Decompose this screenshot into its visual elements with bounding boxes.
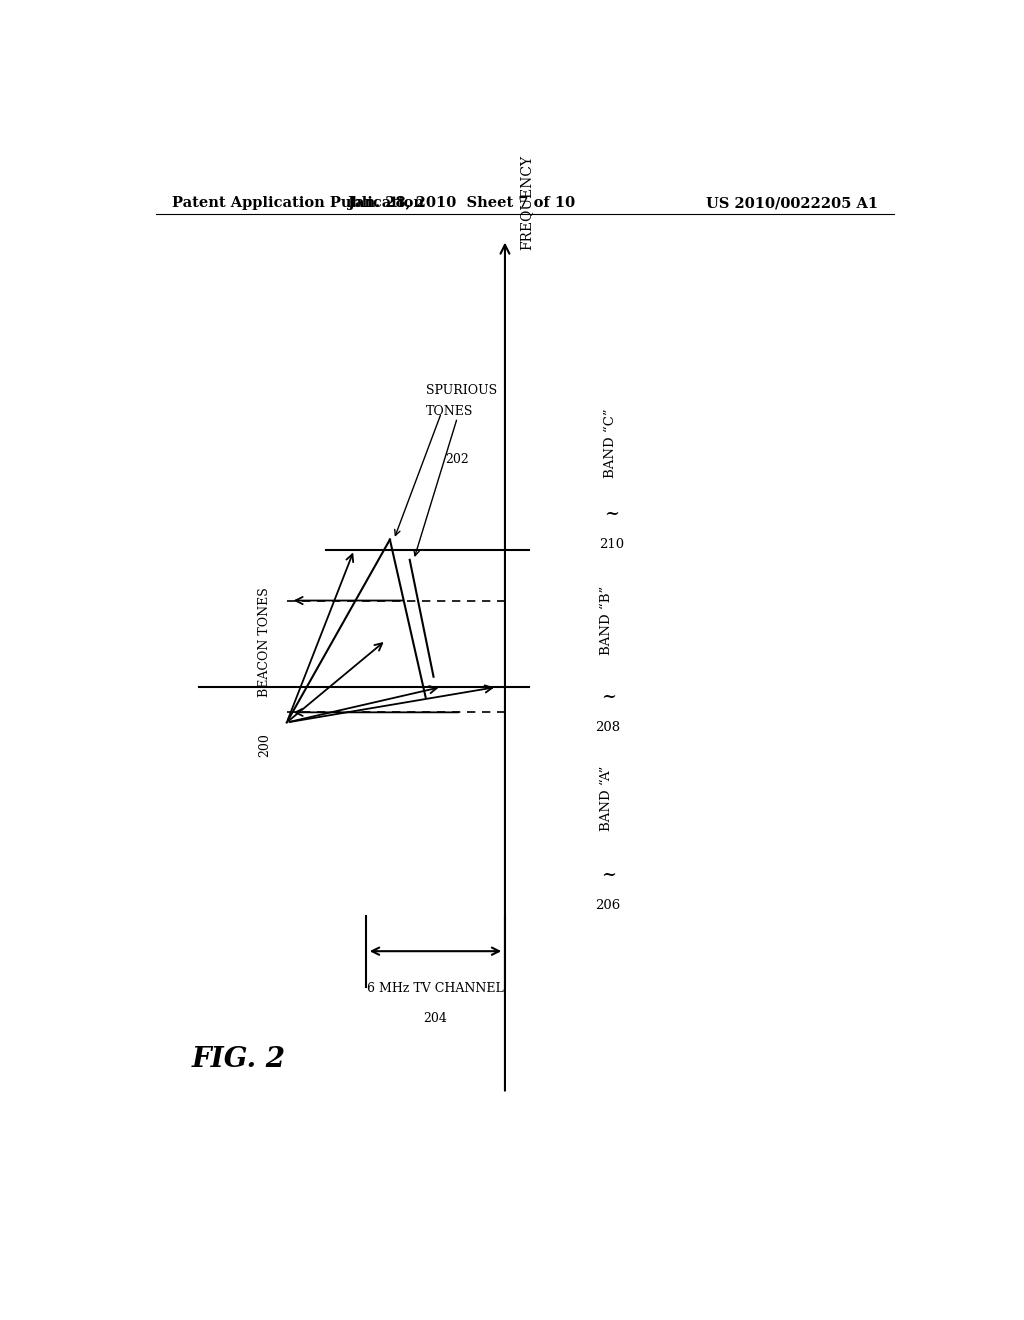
Text: ~: ~ (601, 688, 615, 706)
Text: 208: 208 (596, 721, 621, 734)
Text: 200: 200 (258, 733, 270, 756)
Text: Patent Application Publication: Patent Application Publication (172, 195, 424, 210)
Text: Jan. 28, 2010  Sheet 7 of 10: Jan. 28, 2010 Sheet 7 of 10 (348, 195, 574, 210)
Text: FREQUENCY: FREQUENCY (519, 154, 534, 249)
Text: TONES: TONES (426, 405, 473, 417)
Text: BAND “A”: BAND “A” (600, 766, 613, 832)
Text: FIG. 2: FIG. 2 (191, 1047, 286, 1073)
Text: 6 MHz TV CHANNEL: 6 MHz TV CHANNEL (368, 982, 504, 995)
Text: BAND “B”: BAND “B” (600, 586, 613, 656)
Text: 204: 204 (424, 1012, 447, 1026)
Text: ~: ~ (604, 506, 620, 523)
Text: BEACON TONES: BEACON TONES (258, 587, 270, 697)
Text: 206: 206 (596, 899, 621, 912)
Text: 210: 210 (599, 539, 625, 552)
Text: ~: ~ (601, 866, 615, 884)
Text: 202: 202 (445, 453, 469, 466)
Text: US 2010/0022205 A1: US 2010/0022205 A1 (706, 195, 878, 210)
Text: SPURIOUS: SPURIOUS (426, 384, 497, 397)
Text: BAND “C”: BAND “C” (604, 408, 617, 478)
